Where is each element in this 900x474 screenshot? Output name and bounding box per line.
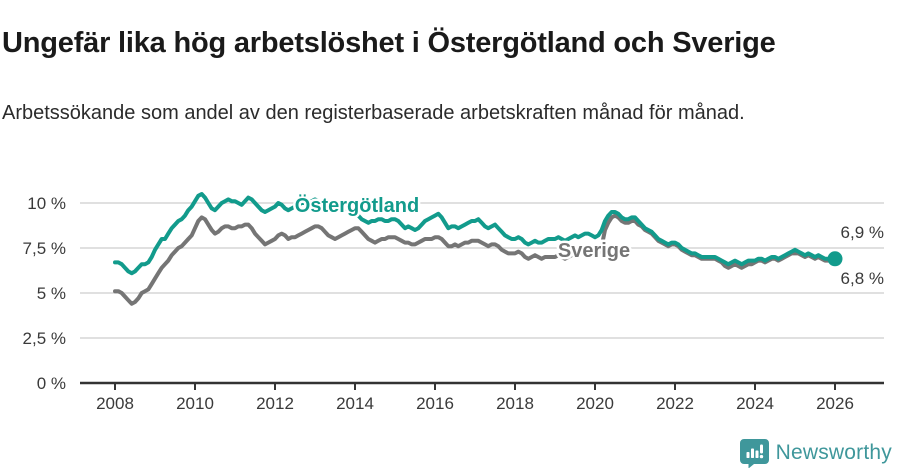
chart-svg: 0 % 2,5 % 5 % 7,5 % 10 % 2008 2010 2012 2014 2016… [23, 192, 884, 413]
newsworthy-logo[interactable]: Newsworthy [739, 438, 892, 468]
x-axis-tick-label: 2020 [576, 394, 614, 413]
end-value-label-ostergotland: 6,9 % [841, 223, 884, 242]
chart-subtitle: Arbetssökande som andel av den registerb… [2, 102, 745, 124]
x-axis-tick-label: 2008 [96, 394, 134, 413]
y-axis-tick-label: 0 % [37, 374, 66, 393]
x-axis-tick-label: 2012 [256, 394, 294, 413]
x-axis-tick-label: 2022 [656, 394, 694, 413]
y-axis-tick-label: 10 % [27, 194, 66, 213]
speech-bubble-bar-chart-icon [739, 439, 769, 468]
x-axis-tick-label: 2014 [336, 394, 374, 413]
endpoint-dot [827, 251, 843, 267]
series-label-ostergotland: Östergötland [295, 194, 419, 217]
x-axis-tick-label: 2026 [816, 394, 854, 413]
chart-line-ostergotland [113, 192, 837, 276]
y-axis-tick-label: 7,5 % [23, 239, 66, 258]
y-axis-tick-label: 2,5 % [23, 329, 66, 348]
x-axis-tick-label: 2018 [496, 394, 534, 413]
page-title: Ungefär lika hög arbetslöshet i Östergöt… [2, 27, 776, 60]
x-axis-tick-label: 2016 [416, 394, 454, 413]
newsworthy-logo-text: Newsworthy [775, 441, 892, 464]
x-axis-tick-label: 2024 [736, 394, 774, 413]
series-label-sverige: Sverige [558, 240, 630, 262]
x-axis-tick-label: 2010 [176, 394, 214, 413]
y-axis-tick-label: 5 % [37, 284, 66, 303]
chart-line-sverige [113, 213, 837, 306]
line-chart: 0 % 2,5 % 5 % 7,5 % 10 % 2008 2010 2012 2014 2016… [0, 170, 900, 420]
end-value-label-sverige: 6,8 % [841, 269, 884, 288]
